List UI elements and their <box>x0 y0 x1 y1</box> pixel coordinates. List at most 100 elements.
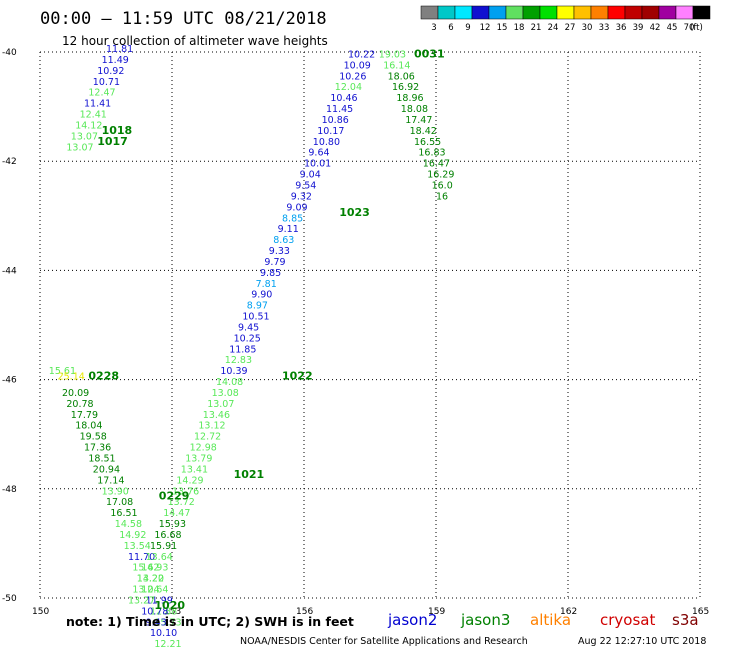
x-tick-label: 153 <box>164 607 181 617</box>
data-point-label: 14.92 <box>119 530 146 541</box>
data-point-label: 10.39 <box>220 366 247 377</box>
data-point-label: 14.93 <box>141 563 168 574</box>
data-point-label: 11.49 <box>102 55 129 66</box>
legend-bin-label: 42 <box>650 23 661 33</box>
data-point-label: 10.86 <box>322 115 349 126</box>
data-point-label: 16.68 <box>154 530 181 541</box>
data-point-label: 16.14 <box>383 60 410 71</box>
data-point-label: 15.73 <box>154 617 181 628</box>
footer-timestamp: Aug 22 12:27:10 UTC 2018 <box>578 636 706 647</box>
data-point-label: 18.96 <box>396 93 423 104</box>
data-point-label: 9.64 <box>308 148 329 159</box>
data-point-label: 14.29 <box>176 475 203 486</box>
legend-bin-label: 27 <box>565 23 576 33</box>
legend-swatch <box>556 5 575 20</box>
data-point-label: 9.09 <box>286 202 307 213</box>
data-point-label: 17.36 <box>84 443 111 454</box>
time-label: 0228 <box>88 370 119 383</box>
time-label: 1017 <box>97 135 128 148</box>
data-point-label: 20.94 <box>93 464 120 475</box>
legend-swatch <box>471 5 490 20</box>
time-label: 0031 <box>414 47 445 60</box>
chart-title: 00:00 – 11:59 UTC 08/21/2018 <box>40 9 327 29</box>
data-point-label: 9.54 <box>295 181 316 192</box>
data-point-label: 12.47 <box>88 88 115 99</box>
data-point-label: 12.04 <box>335 82 362 93</box>
data-point-label: 17.08 <box>106 497 133 508</box>
y-tick-label: -48 <box>2 485 17 495</box>
time-label: 0229 <box>159 490 190 503</box>
data-point-label: 16.0 <box>432 181 453 192</box>
data-point-label: 16.92 <box>392 82 419 93</box>
legend-swatch <box>505 5 524 20</box>
data-point-label: 17.14 <box>97 475 124 486</box>
data-point-label: 10.71 <box>93 77 120 88</box>
legend-swatch <box>539 5 558 20</box>
data-point-label: 13.46 <box>203 410 230 421</box>
data-point-label: 9.33 <box>269 246 290 257</box>
legend-bin-label: 18 <box>514 23 525 33</box>
legend-swatch <box>675 5 694 20</box>
data-point-label: 18.06 <box>388 71 415 82</box>
legend-bin-label: 21 <box>531 23 542 33</box>
data-point-label: 13.22 <box>137 574 164 585</box>
legend-swatch <box>437 5 456 20</box>
time-label: 1023 <box>339 206 370 219</box>
data-point-label: 10.25 <box>234 333 261 344</box>
x-tick-label: 165 <box>692 607 709 617</box>
data-point-label: 16.29 <box>427 170 454 181</box>
data-point-label: 15.91 <box>150 541 177 552</box>
y-tick-label: -50 <box>2 594 17 604</box>
data-point-label: 11.70 <box>128 552 155 563</box>
data-point-label: 16.51 <box>110 508 137 519</box>
legend-bin-label: 12 <box>480 23 491 33</box>
data-point-label: 12.83 <box>225 355 252 366</box>
legend-swatch <box>658 5 677 20</box>
legend-swatch <box>488 5 507 20</box>
legend-swatch <box>641 5 660 20</box>
y-tick-label: -46 <box>2 376 17 386</box>
y-tick-label: -42 <box>2 157 17 167</box>
plot-area: 150 153 156 159 162 165 -40 -42 -44 -46 -48 -50 11.8… <box>2 44 709 650</box>
data-point-label: 7.81 <box>256 279 277 290</box>
x-tick-label: 156 <box>296 607 313 617</box>
y-tick-label: -40 <box>2 48 17 58</box>
footer-credit: NOAA/NESDIS Center for Satellite Applica… <box>240 636 528 647</box>
legend-bin-label: 36 <box>616 23 627 33</box>
legend-swatch <box>624 5 643 20</box>
time-label: 1022 <box>282 370 313 383</box>
data-point-label: 13.08 <box>212 388 239 399</box>
data-point-label: 12.88 <box>150 606 177 617</box>
data-point-label: 10.17 <box>317 126 344 137</box>
x-tick-label: 159 <box>428 607 445 617</box>
satellite-label: altika <box>530 611 571 629</box>
data-point-label: 11.85 <box>229 344 256 355</box>
data-point-label: 13.07 <box>66 142 93 153</box>
data-point-label: 10.80 <box>313 137 340 148</box>
data-point-label: 12.21 <box>154 639 181 650</box>
data-point-label: 13.07 <box>71 131 98 142</box>
data-point-label: 16.83 <box>418 148 445 159</box>
data-point-label: 15.62 <box>132 563 159 574</box>
data-point-label: 12.41 <box>80 110 107 121</box>
data-point-label: 18.08 <box>401 104 428 115</box>
legend-swatch <box>590 5 609 20</box>
note-text: note: 1) Time is in UTC; 2) SWH is in fe… <box>66 614 354 629</box>
legend-bin-label: 33 <box>599 23 610 33</box>
time-label: 1021 <box>234 468 265 481</box>
data-point-label: 12.64 <box>141 585 168 596</box>
data-point-label: 13.54 <box>124 541 151 552</box>
legend-bin-label: 39 <box>633 23 644 33</box>
data-point-label: 14.08 <box>216 377 243 388</box>
data-point-label: 10.10 <box>150 628 177 639</box>
data-point-label: 8.85 <box>282 213 303 224</box>
data-point-label: 14.20 <box>137 574 164 585</box>
data-point-label: 13.27 <box>128 595 155 606</box>
legend-swatch <box>573 5 592 20</box>
data-point-label: 9.32 <box>291 191 312 202</box>
data-point-label: 10.92 <box>97 66 124 77</box>
legend-bin-label: 15 <box>497 23 508 33</box>
color-legend: 3 6 9 12 15 18 21 24 27 30 33 36 39 42 45 70(ft) <box>420 5 711 33</box>
data-point-label: 20.09 <box>62 388 89 399</box>
legend-bin-label: 3 <box>431 23 436 33</box>
